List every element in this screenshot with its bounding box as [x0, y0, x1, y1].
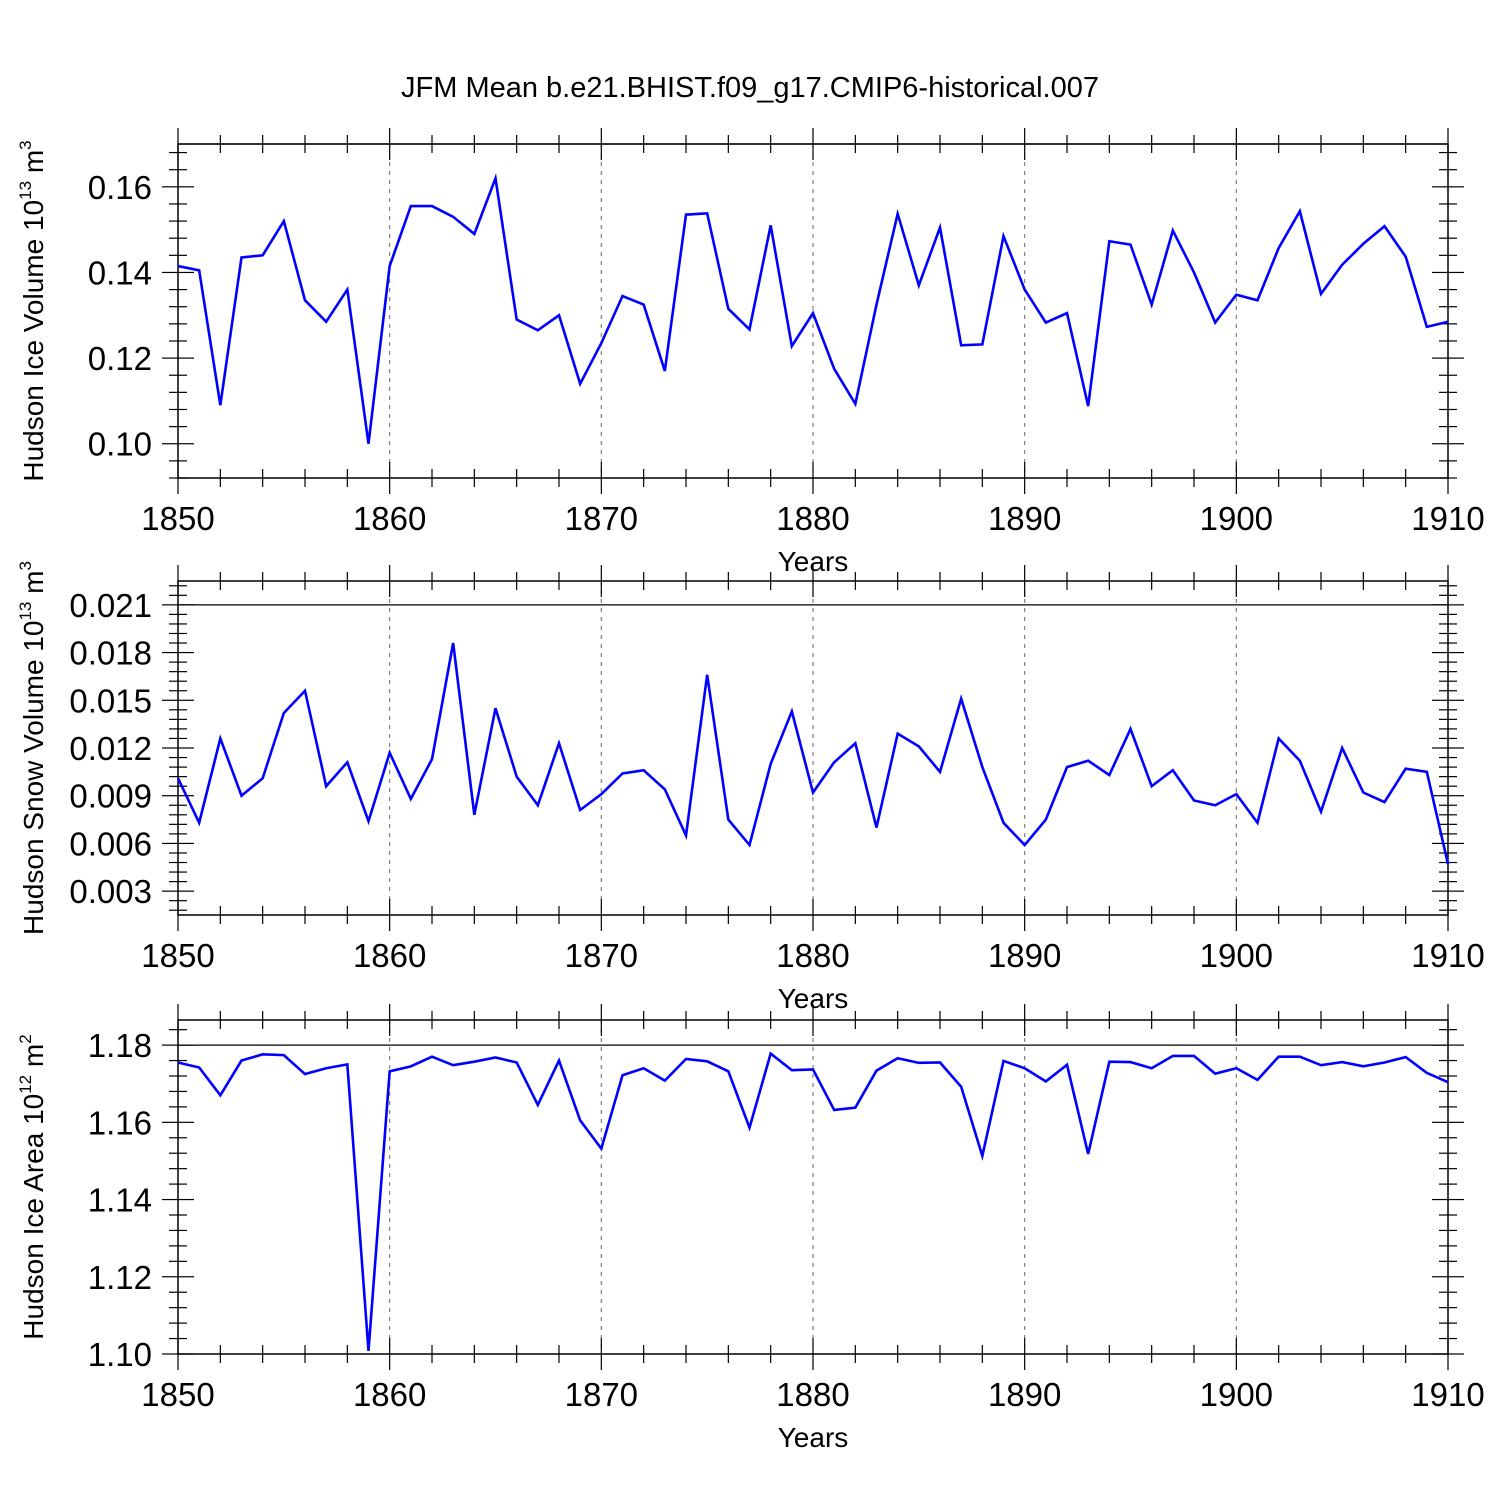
- x-tick-label: 1850: [141, 937, 214, 974]
- x-tick-label: 1890: [988, 500, 1061, 537]
- y-tick-label: 1.18: [88, 1027, 152, 1064]
- y-tick-label: 0.16: [88, 169, 152, 206]
- y-axis-title: Hudson Snow Volume 1013 m3: [16, 561, 49, 935]
- y-tick-label: 0.009: [69, 778, 152, 815]
- y-tick-label: 0.14: [88, 254, 152, 291]
- x-tick-label: 1870: [565, 1376, 638, 1413]
- x-tick-label: 1860: [353, 500, 426, 537]
- y-tick-label: 0.10: [88, 426, 152, 463]
- x-tick-label: 1910: [1411, 500, 1484, 537]
- y-tick-label: 1.16: [88, 1104, 152, 1141]
- x-tick-label: 1890: [988, 1376, 1061, 1413]
- y-tick-label: 1.10: [88, 1336, 152, 1373]
- chart-panel-3: 1.10 1.12 1.14 1.16 1.18 1850 1860 1870 1880 1890…: [16, 1004, 1485, 1453]
- x-tick-label: 1900: [1200, 1376, 1273, 1413]
- y-tick-label: 0.012: [69, 730, 152, 767]
- x-tick-label: 1870: [565, 937, 638, 974]
- chart-panel-2: 0.003 0.006 0.009 0.012 0.015 0.018 0.021 1850 1…: [16, 561, 1485, 1014]
- y-tick-label: 0.021: [69, 587, 152, 624]
- x-tick-label: 1880: [776, 1376, 849, 1413]
- y-tick-label: 1.14: [88, 1182, 152, 1219]
- y-tick-label: 0.018: [69, 635, 152, 672]
- y-axis-title: Hudson Ice Volume 1013 m3: [16, 140, 49, 481]
- y-tick-label: 0.003: [69, 873, 152, 910]
- y-tick-label: 1.12: [88, 1259, 152, 1296]
- x-axis-title: Years: [778, 1422, 849, 1453]
- x-tick-label: 1850: [141, 1376, 214, 1413]
- y-axis-title: Hudson Ice Area 1012 m2: [16, 1034, 49, 1339]
- x-tick-label: 1880: [776, 937, 849, 974]
- x-tick-label: 1850: [141, 500, 214, 537]
- chart-panel-1: 0.10 0.12 0.14 0.16 1850 1860 1870 1880 1890 1900…: [16, 128, 1485, 577]
- y-tick-label: 0.015: [69, 682, 152, 719]
- x-tick-label: 1870: [565, 500, 638, 537]
- chart-panels: 0.10 0.12 0.14 0.16 1850 1860 1870 1880 1890 1900…: [16, 128, 1485, 1453]
- x-tick-label: 1890: [988, 937, 1061, 974]
- x-tick-label: 1910: [1411, 937, 1484, 974]
- x-tick-label: 1860: [353, 1376, 426, 1413]
- x-tick-label: 1910: [1411, 1376, 1484, 1413]
- y-tick-label: 0.12: [88, 340, 152, 377]
- x-tick-label: 1900: [1200, 937, 1273, 974]
- x-tick-label: 1900: [1200, 500, 1273, 537]
- x-tick-label: 1880: [776, 500, 849, 537]
- plot-frame: [177, 580, 1449, 916]
- y-tick-label: 0.006: [69, 825, 152, 862]
- x-tick-label: 1860: [353, 937, 426, 974]
- figure-title: JFM Mean b.e21.BHIST.f09_g17.CMIP6-histo…: [401, 72, 1099, 104]
